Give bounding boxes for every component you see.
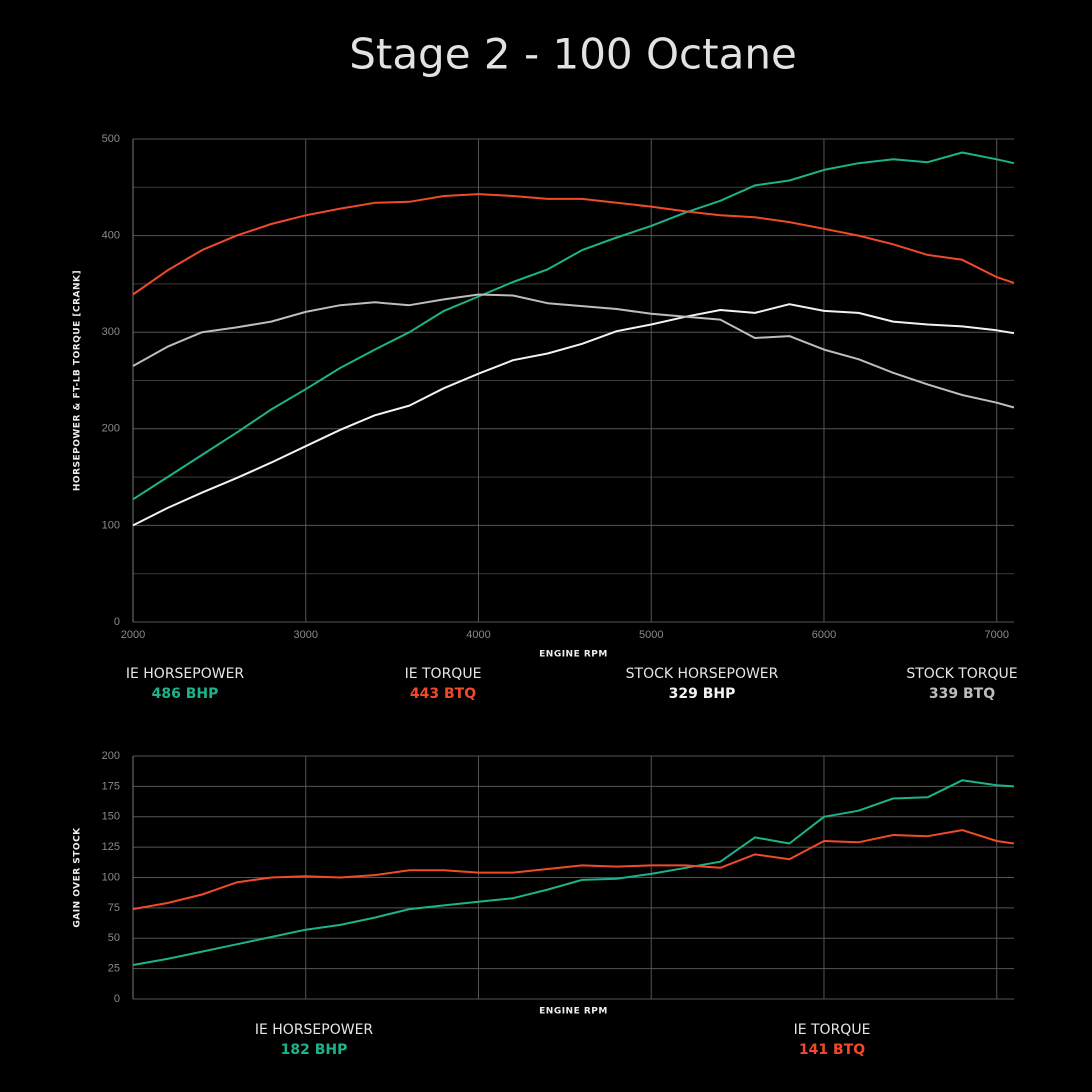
series-line <box>132 779 1015 966</box>
x-axis-label: ENGINE RPM <box>539 650 608 660</box>
y-tick-label: 150 <box>102 811 120 823</box>
legend-peak: 443 BTQ <box>410 686 476 702</box>
legend-peak: 329 BHP <box>669 686 736 702</box>
x-tick-label: 4000 <box>466 629 490 641</box>
legend-name: STOCK TORQUE <box>906 666 1017 682</box>
x-axis-label: ENGINE RPM <box>539 1007 608 1017</box>
legend-name: IE HORSEPOWER <box>126 666 245 682</box>
series-line <box>132 293 1015 409</box>
legend-peak: 486 BHP <box>152 686 219 702</box>
series-line <box>132 829 1015 911</box>
x-tick-label: 7000 <box>984 629 1008 641</box>
legend-name: IE TORQUE <box>794 1022 871 1038</box>
y-tick-label: 200 <box>102 423 120 435</box>
y-axis-label: HORSEPOWER & FT-LB TORQUE [CRANK] <box>73 270 83 491</box>
legend-peak: 182 BHP <box>281 1042 348 1058</box>
y-tick-label: 500 <box>102 133 120 145</box>
y-tick-label: 125 <box>102 841 120 853</box>
legend-name: IE TORQUE <box>405 666 482 682</box>
x-tick-label: 2000 <box>121 629 145 641</box>
y-tick-label: 175 <box>102 780 120 792</box>
x-tick-label: 3000 <box>294 629 318 641</box>
series-line <box>132 193 1015 296</box>
y-tick-label: 200 <box>102 750 120 762</box>
x-tick-label: 6000 <box>812 629 836 641</box>
y-tick-label: 300 <box>102 326 120 338</box>
legend-peak: 339 BTQ <box>929 686 995 702</box>
y-tick-label: 0 <box>114 993 120 1005</box>
y-tick-label: 75 <box>108 902 120 914</box>
legend-name: IE HORSEPOWER <box>255 1022 374 1038</box>
y-tick-label: 25 <box>108 963 120 975</box>
y-tick-label: 50 <box>108 932 120 944</box>
y-axis-label: GAIN OVER STOCK <box>73 827 83 928</box>
series-line <box>132 151 1015 501</box>
y-tick-label: 100 <box>102 871 120 883</box>
legend-name: STOCK HORSEPOWER <box>626 666 779 682</box>
x-tick-label: 5000 <box>639 629 663 641</box>
y-tick-label: 400 <box>102 230 120 242</box>
y-tick-label: 100 <box>102 519 120 531</box>
y-tick-label: 0 <box>114 616 120 628</box>
title: Stage 2 - 100 Octane <box>349 30 797 79</box>
legend-peak: 141 BTQ <box>799 1042 865 1058</box>
series-line <box>132 303 1015 527</box>
